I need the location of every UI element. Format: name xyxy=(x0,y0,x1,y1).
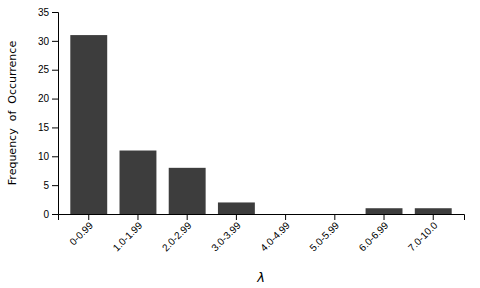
x-axis: 0-0.99 1.0-1.99 2.0-2.99 3.0-3.99 4.0-4.99 5.… xyxy=(59,214,465,253)
y-tick-label: 35 xyxy=(38,7,50,18)
y-axis-line xyxy=(52,13,59,215)
x-tick: 4.0-4.99 xyxy=(258,214,292,253)
x-tick-label: 2.0-2.99 xyxy=(160,219,194,253)
bar xyxy=(218,202,255,214)
x-tick-label: 3.0-3.99 xyxy=(209,219,243,253)
y-tick-mark xyxy=(52,185,58,186)
x-axis-line xyxy=(59,215,465,221)
x-tick: 0-0.99 xyxy=(67,214,95,247)
x-tick: 5.0-5.99 xyxy=(307,214,341,253)
x-tick: 6.0-6.99 xyxy=(357,214,391,253)
bar xyxy=(366,208,403,214)
x-tick-mark xyxy=(137,214,138,220)
y-tick-label: 20 xyxy=(38,93,50,104)
x-tick-mark xyxy=(285,214,286,220)
x-tick-mark xyxy=(88,214,89,220)
y-tick: 30 xyxy=(38,36,58,47)
y-tick: 25 xyxy=(38,64,58,75)
x-tick: 1.0-1.99 xyxy=(111,214,145,253)
y-tick-label: 25 xyxy=(38,64,50,75)
y-tick-label: 0 xyxy=(43,209,49,220)
y-tick-label: 5 xyxy=(43,180,49,191)
y-tick: 0 xyxy=(43,209,58,220)
x-tick-label: 5.0-5.99 xyxy=(307,219,341,253)
x-axis-title: λ xyxy=(256,270,265,285)
y-tick-mark xyxy=(52,99,58,100)
chart: 0-0.99 1.0-1.99 2.0-2.99 3.0-3.99 4.0-4.99 5.… xyxy=(0,0,480,288)
y-tick: 5 xyxy=(43,180,58,191)
x-tick-mark xyxy=(187,214,188,220)
bar xyxy=(120,151,157,214)
x-tick-mark xyxy=(433,214,434,220)
y-axis-title: Frequency of Occurrence xyxy=(6,41,19,186)
bars xyxy=(70,35,451,214)
x-tick-mark xyxy=(236,214,237,220)
plot-area: 0-0.99 1.0-1.99 2.0-2.99 3.0-3.99 4.0-4.99 5.… xyxy=(38,7,465,254)
bar xyxy=(267,214,304,215)
y-tick-label: 30 xyxy=(38,36,50,47)
bar xyxy=(169,168,206,214)
x-tick: 2.0-2.99 xyxy=(160,214,194,253)
y-tick-mark xyxy=(52,156,58,157)
x-tick-label: 4.0-4.99 xyxy=(258,219,292,253)
y-tick-label: 15 xyxy=(38,122,50,133)
bar xyxy=(70,35,107,214)
x-tick-mark xyxy=(384,214,385,220)
y-axis: 0 5 10 15 20 25 30 35 xyxy=(38,7,59,220)
x-tick-label: 0-0.99 xyxy=(67,219,95,247)
x-tick-label: 1.0-1.99 xyxy=(111,219,145,253)
y-tick-label: 10 xyxy=(38,151,50,162)
x-tick: 3.0-3.99 xyxy=(209,214,243,253)
x-tick-label: 6.0-6.99 xyxy=(357,219,391,253)
y-tick-mark xyxy=(52,12,58,13)
y-tick: 20 xyxy=(38,93,58,104)
y-tick: 10 xyxy=(38,151,58,162)
y-tick-mark xyxy=(52,41,58,42)
x-tick-mark xyxy=(334,214,335,220)
x-tick: 7.0-10.0 xyxy=(406,214,440,253)
bar xyxy=(415,208,452,214)
y-tick: 35 xyxy=(38,7,58,18)
y-tick-mark xyxy=(52,70,58,71)
bar xyxy=(316,214,353,215)
x-tick-label: 7.0-10.0 xyxy=(406,219,440,253)
y-tick: 15 xyxy=(38,122,58,133)
y-tick-mark xyxy=(52,214,58,215)
y-tick-mark xyxy=(52,127,58,128)
